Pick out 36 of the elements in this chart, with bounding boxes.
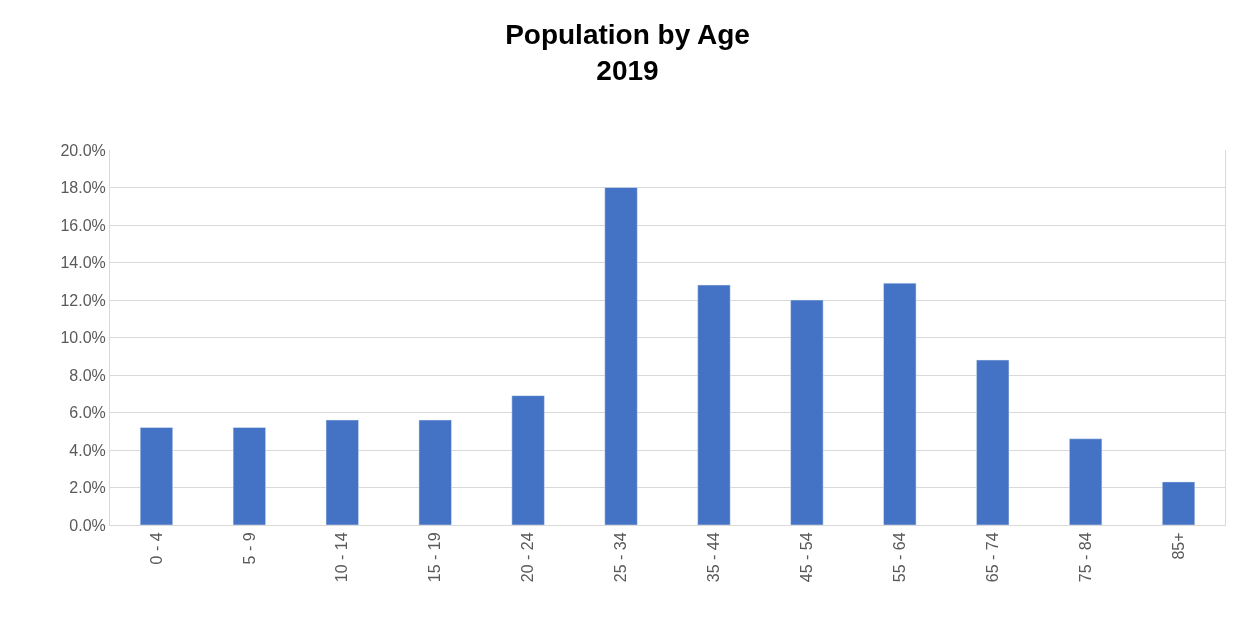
y-tick-label: 8.0% xyxy=(69,366,106,384)
y-tick-label: 6.0% xyxy=(69,404,106,422)
y-tick-label: 18.0% xyxy=(60,179,106,197)
y-tick-label: 2.0% xyxy=(69,479,106,497)
y-tick-label: 14.0% xyxy=(60,254,106,272)
x-tick-label: 20 - 24 xyxy=(519,532,537,583)
bar xyxy=(883,282,917,525)
bar xyxy=(232,427,266,525)
y-tick-label: 0.0% xyxy=(69,516,106,534)
x-tick-label: 15 - 19 xyxy=(426,532,444,583)
bar xyxy=(1162,481,1196,525)
bar xyxy=(511,395,545,525)
x-tick-label: 0 - 4 xyxy=(147,532,165,565)
bar xyxy=(1069,438,1103,525)
x-tick-label: 85+ xyxy=(1169,532,1187,560)
x-tick-label: 10 - 14 xyxy=(333,532,351,583)
bar xyxy=(604,187,638,525)
x-tick-label: 65 - 74 xyxy=(983,532,1001,583)
y-tick-label: 4.0% xyxy=(69,441,106,459)
y-tick-label: 16.0% xyxy=(60,216,106,234)
bar xyxy=(418,419,452,525)
x-tick-label: 55 - 64 xyxy=(890,532,908,583)
y-tick-label: 10.0% xyxy=(60,329,106,347)
x-tick-label: 25 - 34 xyxy=(612,532,630,583)
y-tick-label: 20.0% xyxy=(60,141,106,159)
chart-title: Population by Age 2019 xyxy=(505,18,750,87)
x-tick-label: 75 - 84 xyxy=(1076,532,1094,583)
bar xyxy=(976,359,1010,525)
x-tick-label: 5 - 9 xyxy=(240,532,258,565)
x-tick-label: 45 - 54 xyxy=(798,532,816,583)
x-tick-label: 35 - 44 xyxy=(705,532,723,583)
bar xyxy=(697,284,731,525)
bar xyxy=(139,427,173,525)
y-tick-label: 12.0% xyxy=(60,291,106,309)
bar xyxy=(790,299,824,525)
bar xyxy=(325,419,359,525)
